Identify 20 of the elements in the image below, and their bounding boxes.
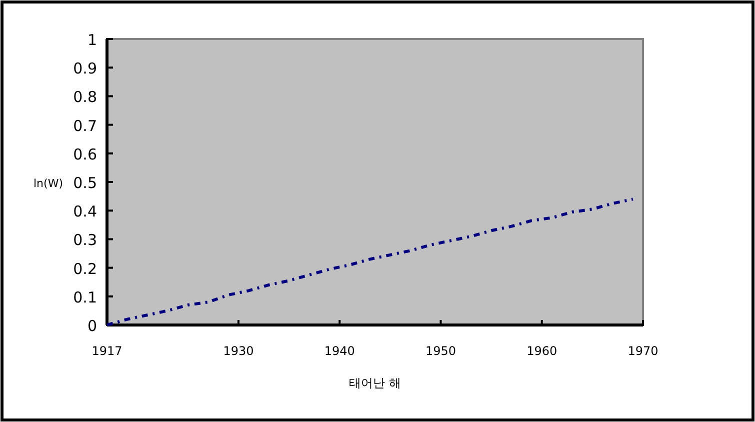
- y-tick-label: 0.1: [73, 288, 97, 306]
- y-tick-label: 0.6: [73, 145, 97, 164]
- y-tick-label: 0.7: [73, 116, 97, 135]
- y-tick-label: 0.4: [73, 202, 97, 221]
- y-tick-label: 0.5: [73, 174, 97, 192]
- y-axis-title: ln(W): [34, 177, 63, 190]
- y-tick-label: 0.3: [73, 231, 97, 250]
- x-tick-label: 1970: [628, 344, 658, 358]
- y-tick-label: 0.9: [73, 60, 97, 78]
- y-tick-label: 0.2: [73, 260, 97, 278]
- x-tick-label: 1950: [425, 344, 456, 358]
- y-tick-label: 0.8: [73, 88, 97, 106]
- y-tick-label: 1: [87, 31, 97, 49]
- x-tick-label: 1960: [526, 344, 558, 358]
- y-tick-label: 0: [87, 317, 97, 335]
- line-series: [106, 198, 634, 326]
- x-tick-label: 1940: [324, 344, 355, 358]
- x-axis-title: 태어난 해: [349, 376, 401, 390]
- x-tick-label: 1917: [92, 344, 122, 358]
- x-tick-label: 1930: [223, 344, 254, 358]
